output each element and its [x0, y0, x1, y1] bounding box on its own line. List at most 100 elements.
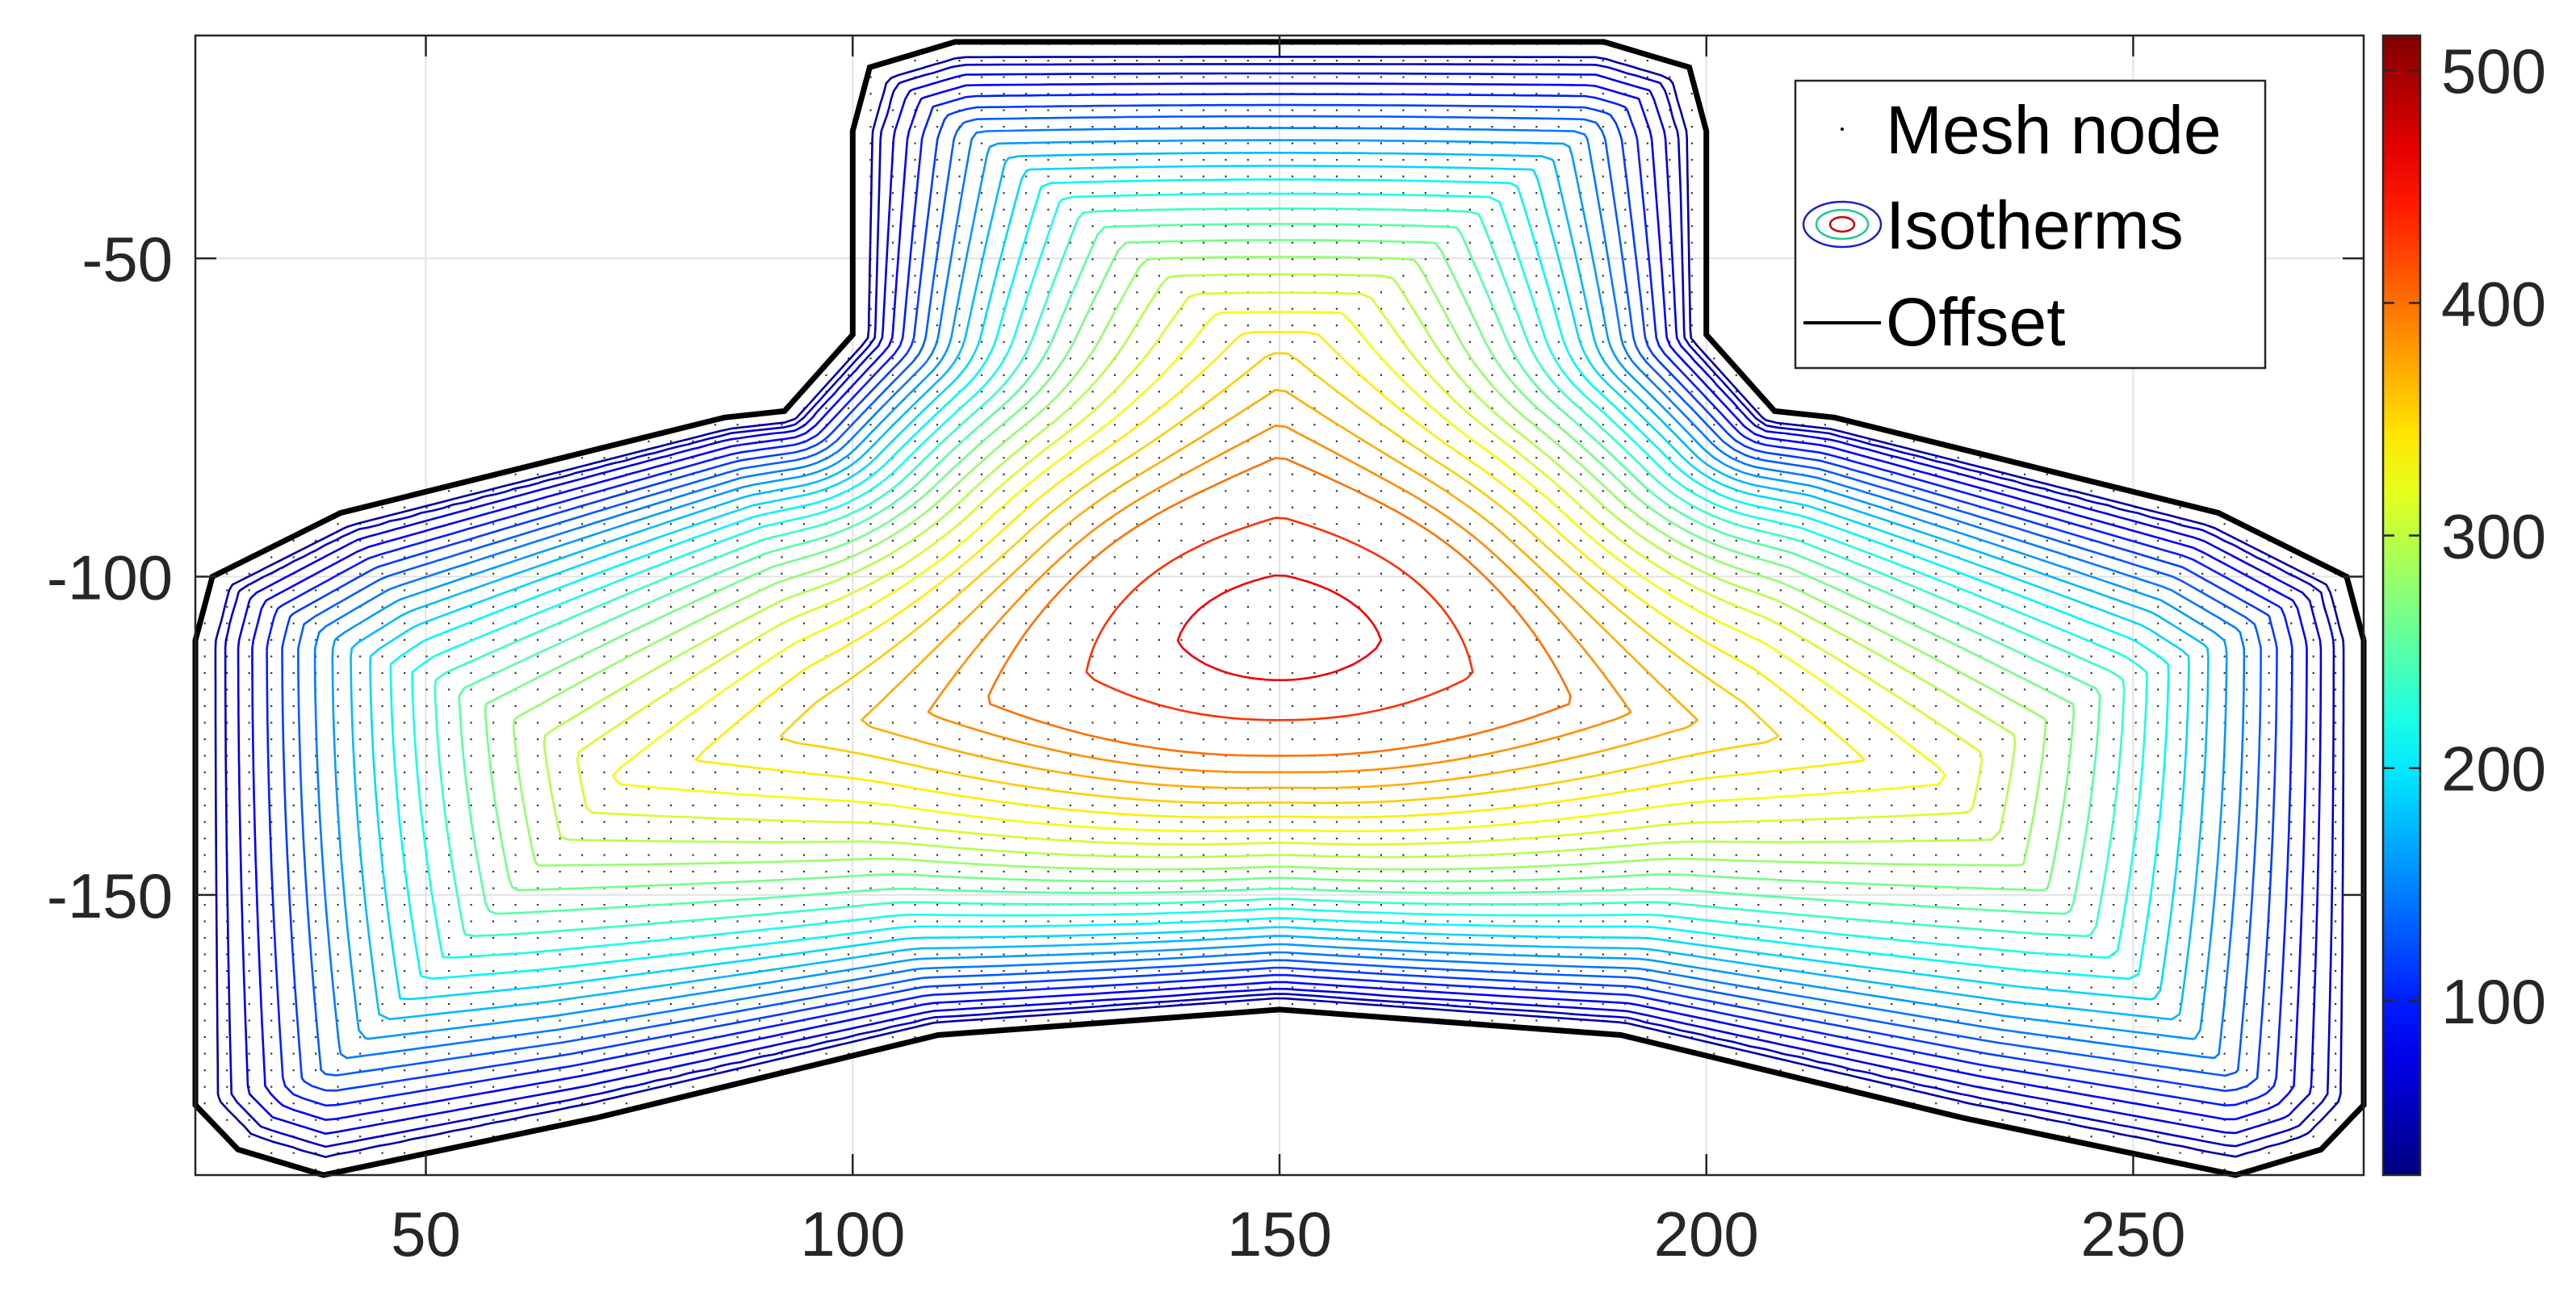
mesh-node: [1557, 391, 1560, 393]
mesh-node: [1024, 722, 1028, 724]
mesh-node: [781, 937, 783, 939]
mesh-node: [1069, 605, 1072, 608]
mesh-node: [958, 655, 961, 658]
mesh-node: [559, 539, 561, 542]
mesh-node: [1535, 473, 1538, 475]
mesh-node: [514, 870, 517, 873]
mesh-node: [1757, 457, 1760, 459]
mesh-node: [1535, 688, 1538, 691]
mesh-node: [2134, 1052, 2137, 1055]
mesh-node: [1669, 440, 1671, 442]
mesh-node: [1624, 870, 1627, 873]
legend-mesh-node-marker: [1841, 128, 1844, 131]
mesh-node: [514, 605, 517, 608]
mesh-node: [1979, 986, 1982, 989]
mesh-node: [2179, 738, 2181, 741]
mesh-node: [1069, 821, 1072, 823]
mesh-node: [248, 1052, 250, 1055]
mesh-node: [1335, 887, 1338, 889]
mesh-node: [359, 1003, 362, 1006]
mesh-node: [603, 1019, 605, 1022]
mesh-node: [869, 457, 872, 459]
mesh-node: [1291, 391, 1293, 393]
mesh-node: [581, 738, 584, 741]
mesh-node: [1868, 1069, 1870, 1072]
mesh-node: [1269, 391, 1271, 393]
mesh-node: [1269, 937, 1271, 939]
mesh-node: [647, 804, 650, 807]
mesh-node: [736, 440, 739, 442]
mesh-node: [1225, 539, 1227, 542]
mesh-node: [1269, 126, 1271, 128]
mesh-node: [1468, 870, 1471, 873]
mesh-node: [2113, 1119, 2115, 1121]
mesh-node: [1912, 755, 1915, 757]
mesh-node: [1003, 986, 1005, 989]
mesh-node: [470, 556, 472, 558]
mesh-node: [1868, 1003, 1870, 1006]
mesh-node: [1424, 755, 1426, 757]
mesh-node: [1646, 60, 1648, 62]
mesh-node: [292, 920, 295, 922]
mesh-node: [1624, 788, 1627, 790]
mesh-node: [1313, 870, 1316, 873]
mesh-node: [1069, 126, 1072, 128]
mesh-node: [1225, 457, 1227, 459]
mesh-node: [781, 572, 783, 575]
mesh-node: [1091, 655, 1094, 658]
mesh-node: [2246, 1069, 2248, 1072]
mesh-node: [1535, 291, 1538, 294]
mesh-node: [1935, 755, 1937, 757]
mesh-node: [1380, 771, 1382, 774]
mesh-node: [891, 1036, 894, 1039]
mesh-node: [1202, 771, 1204, 774]
mesh-node: [1136, 970, 1138, 972]
mesh-node: [1802, 440, 1804, 442]
mesh-node: [1402, 887, 1405, 889]
mesh-node: [1624, 208, 1627, 211]
mesh-node: [1468, 523, 1471, 525]
mesh-node: [891, 920, 894, 922]
mesh-node: [1069, 457, 1072, 459]
mesh-node: [1912, 655, 1915, 658]
mesh-node: [448, 655, 450, 658]
mesh-node: [1202, 655, 1204, 658]
mesh-node: [692, 953, 694, 956]
mesh-node: [203, 887, 206, 889]
mesh-node: [1358, 490, 1360, 492]
mesh-node: [1158, 556, 1160, 558]
mesh-node: [1047, 572, 1049, 575]
mesh-node: [1358, 870, 1360, 873]
mesh-node: [1180, 771, 1183, 774]
mesh-node: [1580, 291, 1582, 294]
mesh-node: [891, 274, 894, 277]
mesh-node: [1624, 241, 1627, 244]
mesh-node: [692, 755, 694, 757]
mesh-node: [1713, 440, 1715, 442]
mesh-node: [359, 870, 362, 873]
mesh-node: [2290, 821, 2293, 823]
mesh-node: [1735, 407, 1737, 409]
mesh-node: [248, 755, 250, 757]
mesh-node: [1313, 175, 1316, 178]
mesh-node: [1202, 126, 1204, 128]
mesh-node: [869, 970, 872, 972]
mesh-node: [226, 953, 228, 956]
mesh-node: [1402, 506, 1405, 508]
mesh-node: [2201, 1036, 2204, 1039]
mesh-node: [1535, 870, 1538, 873]
mesh-node: [1624, 424, 1627, 426]
mesh-node: [891, 208, 894, 211]
mesh-node: [248, 970, 250, 972]
mesh-node: [914, 688, 916, 691]
mesh-node: [1158, 870, 1160, 873]
mesh-node: [1624, 705, 1627, 707]
mesh-node: [1491, 920, 1493, 922]
mesh-node: [692, 1003, 694, 1006]
mesh-node: [1136, 655, 1138, 658]
mesh-node: [847, 837, 850, 840]
mesh-node: [2134, 1019, 2137, 1022]
mesh-node: [714, 755, 717, 757]
mesh-node: [1513, 523, 1515, 525]
mesh-node: [1646, 473, 1648, 475]
